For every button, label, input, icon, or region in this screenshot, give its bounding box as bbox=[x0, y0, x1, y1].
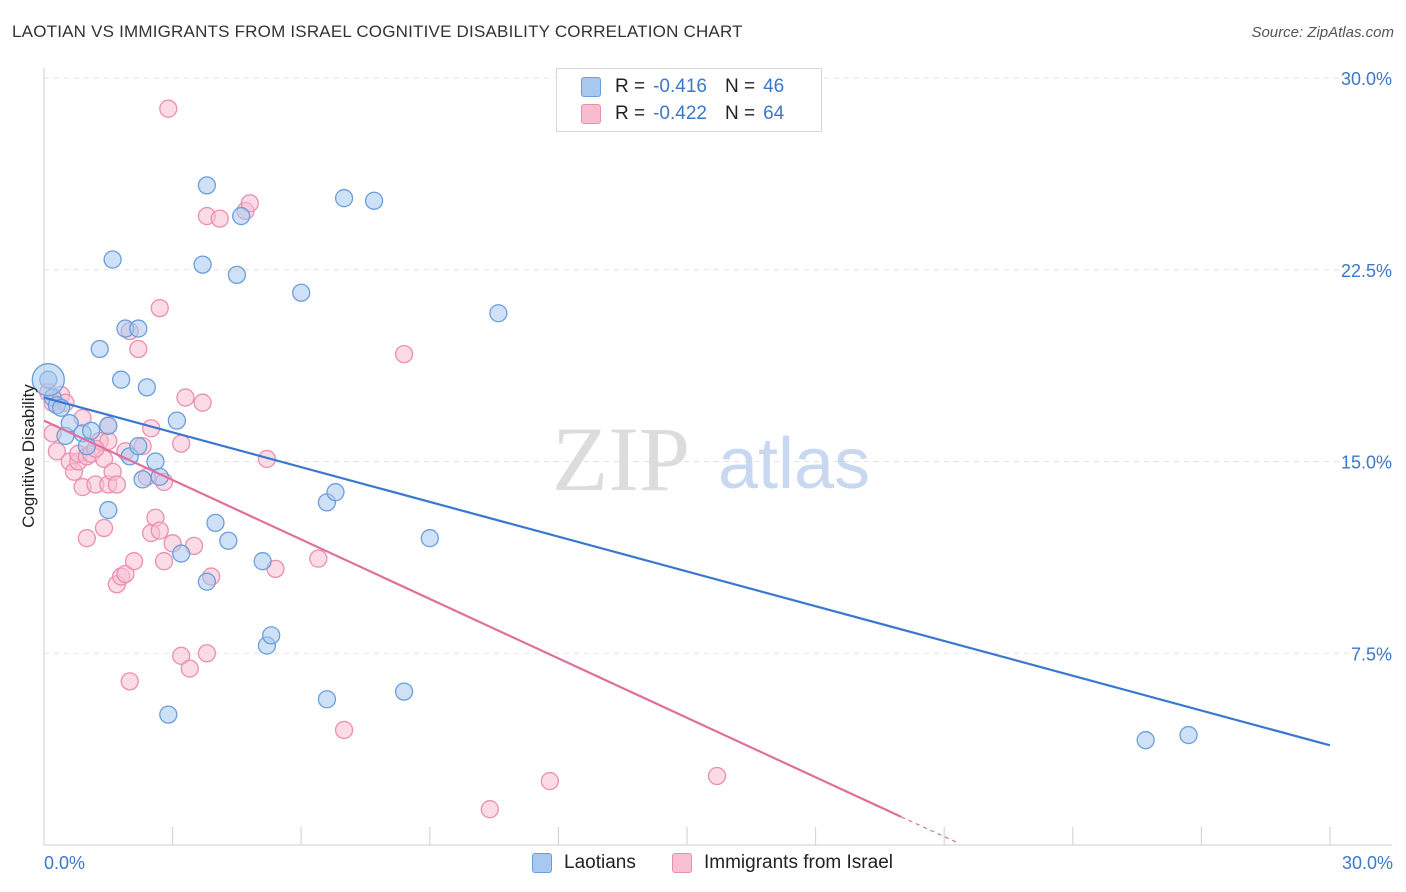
israel-point bbox=[394, 344, 414, 364]
legend-n-label: N = bbox=[724, 103, 756, 124]
israel-point bbox=[94, 518, 114, 538]
laotian-point bbox=[394, 682, 414, 701]
laotian-point bbox=[167, 411, 187, 430]
laotian-point bbox=[364, 191, 384, 210]
x-tick-label: 30.0% bbox=[1342, 853, 1393, 873]
laotian-point bbox=[146, 452, 165, 471]
bottom-legend-swatch-laotians bbox=[532, 853, 552, 873]
laotian-point bbox=[129, 437, 148, 456]
trend-lines bbox=[43, 396, 1331, 843]
laotian-point bbox=[206, 513, 225, 533]
laotian-point bbox=[232, 206, 251, 226]
source-credit: Source: ZipAtlas.com bbox=[1251, 24, 1394, 41]
correlation-legend: R = -0.416 N = 46 R = -0.422 N = 64 bbox=[556, 68, 822, 132]
israel-point bbox=[480, 800, 499, 819]
israel-point bbox=[154, 552, 174, 571]
israel-point bbox=[210, 209, 229, 228]
laotian-point bbox=[262, 626, 281, 645]
israel-point bbox=[47, 442, 67, 461]
bottom-legend-label-israel: Immigrants from Israel bbox=[704, 852, 893, 873]
israel-point bbox=[172, 434, 191, 453]
laotian-point bbox=[1179, 725, 1198, 745]
laotian-point bbox=[159, 705, 178, 724]
israel-point bbox=[150, 521, 169, 540]
israel-point bbox=[176, 388, 195, 407]
y-tick-label: 15.0% bbox=[1341, 453, 1392, 473]
legend-n-value: 64 bbox=[763, 103, 785, 124]
y-axis-title: Cognitive Disability bbox=[19, 384, 38, 528]
trend-line-israel bbox=[43, 419, 902, 818]
legend-r-label: R = bbox=[615, 76, 646, 97]
chart-title: LAOTIAN VS IMMIGRANTS FROM ISRAEL COGNIT… bbox=[12, 22, 743, 41]
laotian-point bbox=[129, 319, 148, 338]
x-tick-label: 0.0% bbox=[44, 853, 85, 873]
israel-point bbox=[77, 529, 97, 548]
israel-point bbox=[309, 549, 328, 568]
laotian-point bbox=[253, 552, 272, 571]
israel-point bbox=[197, 644, 217, 663]
watermark-zip: ZIP bbox=[552, 408, 690, 510]
israel-point bbox=[707, 766, 727, 786]
laotian-point bbox=[99, 500, 118, 520]
laotian-point bbox=[334, 189, 354, 208]
laotian-point bbox=[317, 690, 337, 709]
israel-point bbox=[124, 552, 144, 571]
laotian-point bbox=[1136, 731, 1155, 750]
israel-point bbox=[180, 659, 199, 678]
gridlines bbox=[44, 77, 1392, 654]
y-tick-label: 22.5% bbox=[1341, 261, 1392, 281]
laotian-point bbox=[489, 304, 508, 323]
bottom-legend-swatch-israel bbox=[672, 853, 692, 873]
tick-labels: 7.5% 15.0% 22.5% 30.0% 0.0% 30.0% bbox=[44, 69, 1393, 873]
watermark: ZIP atlas bbox=[552, 408, 870, 510]
legend-r-value: -0.422 bbox=[653, 103, 707, 124]
legend-n-value: 46 bbox=[763, 76, 785, 97]
laotian-point bbox=[112, 370, 131, 389]
legend-r-value: -0.416 bbox=[653, 76, 707, 97]
laotian-point bbox=[137, 378, 157, 397]
laotian-point bbox=[326, 483, 345, 502]
laotian-point bbox=[219, 531, 238, 550]
israel-point bbox=[240, 194, 259, 213]
watermark-atlas: atlas bbox=[718, 424, 870, 504]
laotian-point bbox=[99, 416, 118, 435]
legend-swatch-laotians bbox=[581, 77, 601, 97]
laotian-point bbox=[227, 265, 247, 285]
laotian-point bbox=[90, 339, 109, 359]
laotian-point bbox=[133, 470, 152, 489]
legend-row-israel: R = -0.422 N = 64 bbox=[581, 102, 784, 126]
legend-row-laotians: R = -0.416 N = 46 bbox=[581, 75, 784, 99]
israel-point bbox=[334, 720, 354, 740]
laotian-point-large bbox=[31, 363, 65, 397]
axes bbox=[43, 68, 1392, 846]
israel-point bbox=[120, 672, 139, 691]
trend-line-laotians bbox=[43, 396, 1331, 747]
israel-point bbox=[107, 475, 127, 494]
laotian-point bbox=[103, 250, 122, 269]
bottom-legend-label-laotians: Laotians bbox=[564, 852, 636, 873]
bottom-legend-israel: Immigrants from Israel bbox=[672, 852, 893, 874]
y-tick-label: 30.0% bbox=[1341, 69, 1392, 89]
laotian-point bbox=[82, 421, 101, 440]
legend-swatch-israel bbox=[581, 104, 601, 124]
israel-point bbox=[193, 393, 212, 412]
laotian-point bbox=[197, 176, 217, 195]
israel-point bbox=[129, 339, 148, 359]
bottom-legend-laotians: Laotians bbox=[532, 852, 636, 874]
laotian-point bbox=[197, 572, 217, 591]
trend-line-israel-extension bbox=[901, 816, 958, 843]
laotian-point bbox=[172, 544, 191, 563]
legend-n-label: N = bbox=[724, 76, 756, 97]
israel-point bbox=[172, 646, 191, 665]
israel-point bbox=[150, 298, 169, 318]
laotian-point bbox=[292, 283, 311, 302]
y-tick-label: 7.5% bbox=[1351, 644, 1392, 664]
israel-point bbox=[540, 771, 559, 791]
israel-point bbox=[159, 99, 178, 118]
laotian-point bbox=[193, 255, 212, 274]
legend-r-label: R = bbox=[615, 103, 646, 124]
israel-point bbox=[116, 564, 135, 584]
laotian-point bbox=[420, 529, 439, 548]
